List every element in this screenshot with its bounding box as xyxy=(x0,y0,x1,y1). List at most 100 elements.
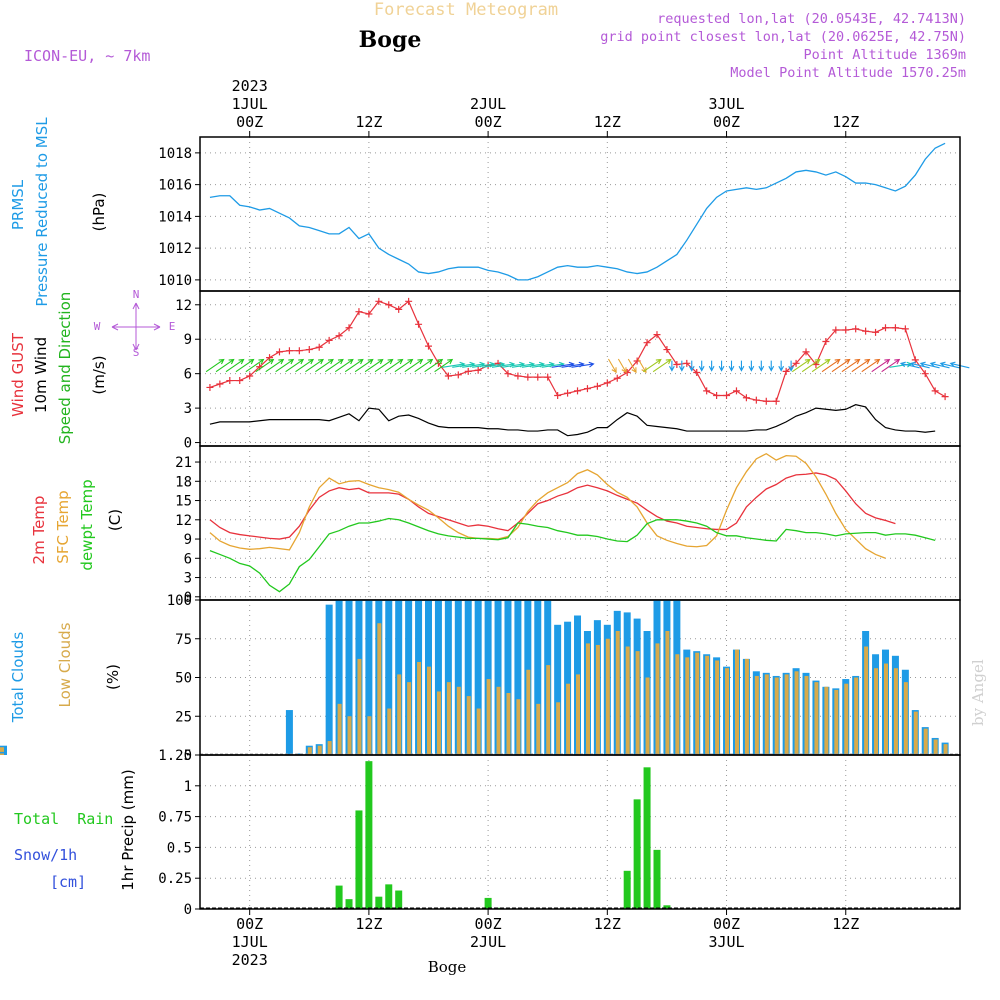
wind-arrow xyxy=(748,360,755,372)
precip-ytick-label: 1.25 xyxy=(158,748,192,764)
low-cloud-bar xyxy=(754,675,759,755)
low-cloud-bar xyxy=(814,682,819,755)
low-cloud-bar xyxy=(377,623,382,755)
pressure-ytick-label: 1010 xyxy=(158,273,192,289)
gust-point xyxy=(574,387,582,395)
gust-point xyxy=(305,346,313,354)
pressure-ytick-label: 1014 xyxy=(158,209,192,225)
rain-bar xyxy=(653,849,661,909)
wind-arrow xyxy=(642,358,662,373)
low-cloud-bar xyxy=(615,631,620,755)
low-cloud-bar xyxy=(685,657,690,755)
total-cloud-bar xyxy=(285,710,293,755)
low-cloud-bar xyxy=(536,703,541,755)
low-cloud-bar xyxy=(426,666,431,755)
gust-point xyxy=(405,297,413,305)
wind-arrow xyxy=(225,358,245,373)
gust-point xyxy=(454,371,462,379)
gust-point xyxy=(742,394,750,402)
wind-arrow xyxy=(374,358,394,373)
rain-bar xyxy=(395,890,403,909)
precip-ylabel: 1hr Precip (mm) xyxy=(119,769,137,890)
gust-point xyxy=(752,396,760,404)
wind-ytick-label: 0 xyxy=(184,436,192,452)
gust-point xyxy=(623,369,631,377)
gust-point xyxy=(732,387,740,395)
gust-point xyxy=(941,393,949,401)
rain-bar xyxy=(484,897,492,909)
pressure-ytick-label: 1018 xyxy=(158,146,192,162)
low-cloud-bar xyxy=(764,674,769,755)
compass-arrows xyxy=(111,302,161,351)
temp-series-2 xyxy=(209,517,936,593)
rain-bar xyxy=(375,896,383,909)
gust-point xyxy=(514,372,522,380)
bottom-time-label: 1JUL xyxy=(232,933,268,951)
gust-point xyxy=(236,377,244,385)
rain-bar xyxy=(633,799,641,909)
bottom-time-label: 2JUL xyxy=(470,933,506,951)
temp-ytick-label: 12 xyxy=(175,513,192,529)
precip-ytick-label: 0.75 xyxy=(158,810,192,826)
gust-point xyxy=(246,372,254,380)
gust-point xyxy=(295,347,303,355)
low-cloud-bar xyxy=(625,646,630,755)
gust-point xyxy=(772,397,780,405)
gust-point xyxy=(703,387,711,395)
low-cloud-bar xyxy=(844,683,849,755)
wind-line xyxy=(209,404,936,437)
gust-point xyxy=(792,359,800,367)
wind-panel: 0 3 6 9 12 xyxy=(175,291,970,452)
temp-label-sfc: SFC Temp xyxy=(54,490,72,563)
gust-point xyxy=(842,326,850,334)
wind-arrow xyxy=(364,358,384,373)
gust-point xyxy=(663,346,671,354)
wind-arrow xyxy=(434,358,454,373)
low-cloud-bar xyxy=(655,643,660,755)
gust-point xyxy=(464,367,472,375)
gust-point xyxy=(544,373,552,381)
low-cloud-bar xyxy=(357,658,362,755)
low-cloud-bar xyxy=(923,728,928,755)
low-cloud-bar xyxy=(595,644,600,755)
low-cloud-bar xyxy=(337,703,342,755)
clouds-ytick-label: 75 xyxy=(175,632,192,648)
wind-arrow xyxy=(801,358,821,373)
wind-arrow xyxy=(929,361,950,369)
cloud-labels: Total Clouds Low Clouds (%) xyxy=(9,622,122,723)
wind-arrow xyxy=(728,360,735,372)
gust-point xyxy=(782,367,790,375)
low-cloud-bar xyxy=(605,638,610,755)
precip-label-rain: Total Rain xyxy=(14,810,113,828)
gust-point xyxy=(921,370,929,378)
gust-point xyxy=(593,382,601,390)
low-cloud-bar xyxy=(0,753,4,755)
wind-arrow xyxy=(851,358,871,373)
low-cloud-bar xyxy=(854,677,859,755)
low-cloud-bar xyxy=(864,646,869,755)
wind-arrow xyxy=(909,361,930,369)
pressure-series-0 xyxy=(209,142,946,281)
temp-ytick-label: 15 xyxy=(175,494,192,510)
low-cloud-bar xyxy=(317,745,322,755)
cloud-label-total: Total Clouds xyxy=(9,632,27,724)
pressure-label-unit: (hPa) xyxy=(90,193,108,232)
wind-arrow xyxy=(841,358,861,373)
wind-label-unit: (m/s) xyxy=(90,355,108,394)
grid-point-coords: grid point closest lon,lat (20.0625E, 42… xyxy=(600,29,966,45)
total-cloud-bar xyxy=(504,600,512,755)
gust-point xyxy=(872,328,880,336)
gust-point xyxy=(504,370,512,378)
rain-bar xyxy=(385,884,393,909)
wind-arrow xyxy=(811,358,831,373)
low-cloud-bar xyxy=(715,660,720,755)
pressure-labels: PRMSL Pressure Reduced to MSL (hPa) xyxy=(9,117,108,307)
low-cloud-bar xyxy=(516,699,521,755)
wind-arrow xyxy=(718,360,725,372)
gust-point xyxy=(881,324,889,332)
wind-arrow xyxy=(235,358,255,373)
wind-label-dir: Speed and Direction xyxy=(56,292,74,445)
wind-arrow xyxy=(831,358,851,373)
gust-point xyxy=(693,369,701,377)
total-cloud-bar xyxy=(325,604,333,755)
